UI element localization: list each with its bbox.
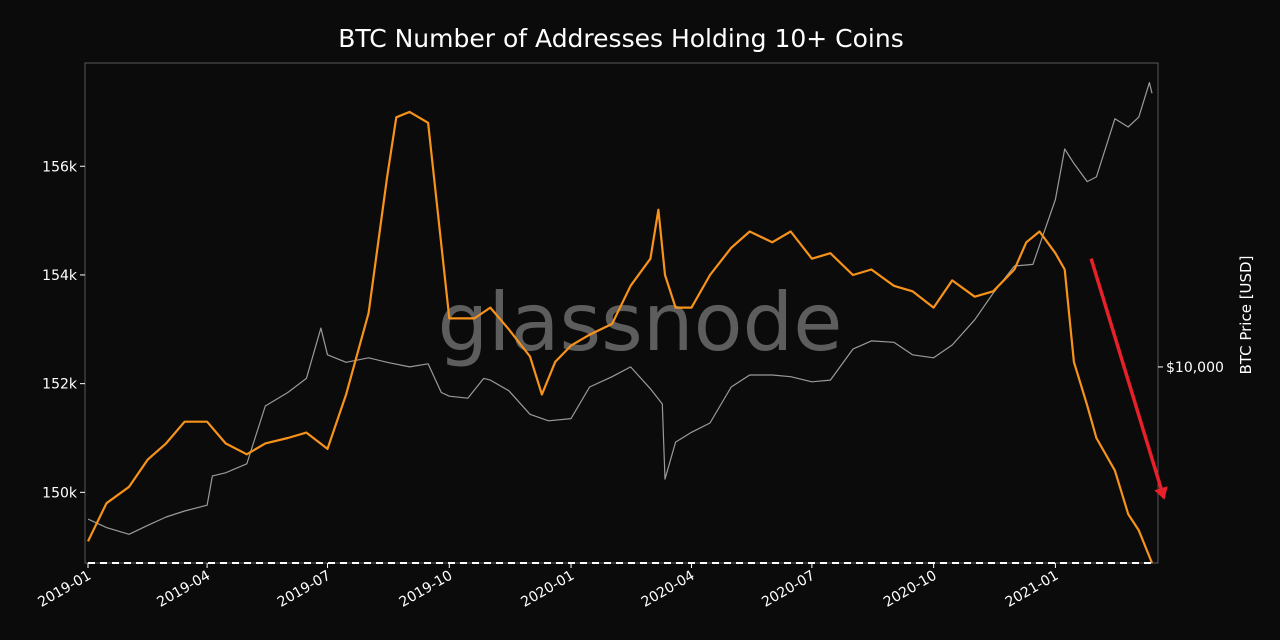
price-series-layer [87, 81, 1153, 535]
glassnode-watermark: glassnode [437, 276, 842, 369]
right-axis-label: BTC Price [USD] [1237, 256, 1255, 375]
x-tick-label: 2019-04 [154, 568, 213, 611]
x-axis-ticks: 2019-01 2019-04 2019-07 2019-10 2020-01 2020-… [35, 563, 1061, 611]
x-tick-label: 2020-07 [759, 568, 818, 611]
x-tick-label: 2020-01 [518, 568, 577, 611]
price-series-line [87, 81, 1153, 535]
x-tick-label: 2021-01 [1003, 568, 1062, 611]
y2-tick-label: $10,000 [1166, 360, 1224, 376]
right-axis-ticks: $10,000 [1158, 360, 1224, 376]
x-tick-label: 2020-10 [881, 568, 940, 611]
addresses-series-line [87, 110, 1154, 564]
downtrend-arrow [1089, 258, 1168, 500]
x-tick-label: 2019-10 [397, 568, 456, 611]
x-tick-label: 2020-04 [639, 568, 698, 611]
y-tick-label: 150k [42, 485, 78, 501]
addresses-series-layer [87, 110, 1154, 564]
x-tick-label: 2019-07 [275, 568, 334, 611]
y-tick-label: 154k [42, 268, 78, 284]
y-tick-label: 156k [42, 159, 78, 175]
y-tick-label: 152k [42, 377, 78, 393]
left-axis-ticks: 150k 152k 154k 156k [42, 159, 85, 501]
chart-title: BTC Number of Addresses Holding 10+ Coin… [338, 24, 904, 53]
x-tick-label: 2019-01 [35, 568, 94, 611]
annotation-layer [88, 258, 1168, 564]
